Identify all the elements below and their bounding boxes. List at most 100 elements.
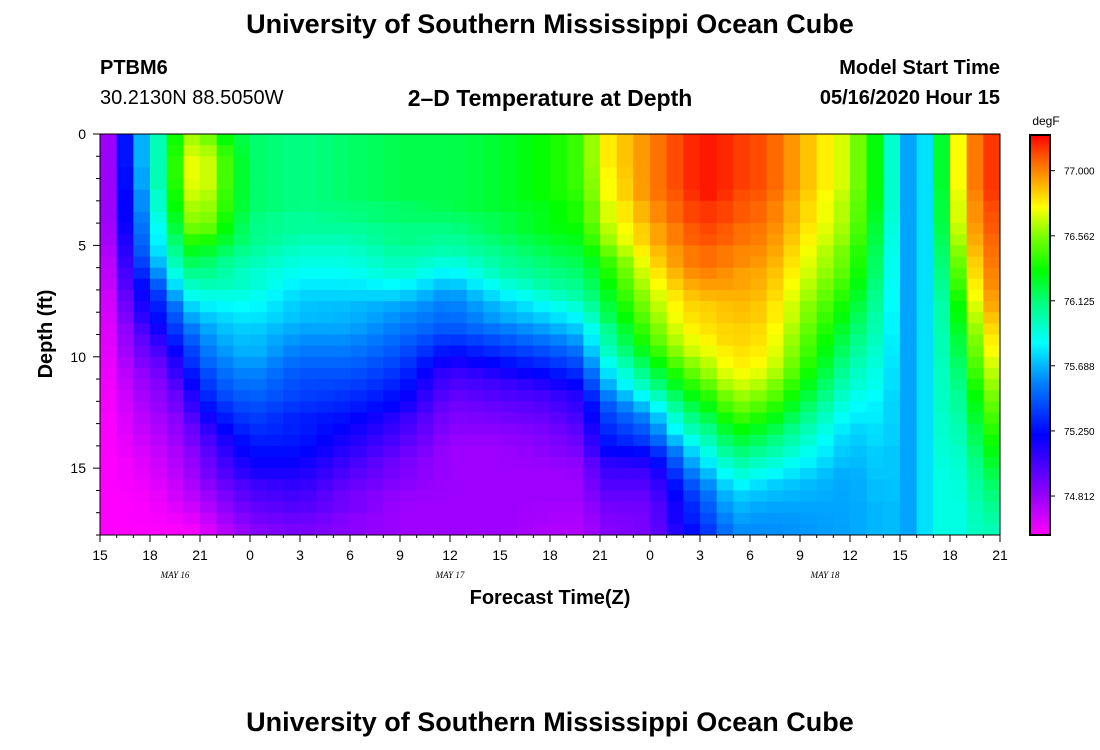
heatmap-cell <box>383 301 401 313</box>
heatmap-cell <box>150 423 168 436</box>
heatmap-cell <box>733 412 751 425</box>
heatmap-cell <box>433 200 451 213</box>
heatmap-cell <box>583 134 601 146</box>
heatmap-cell <box>216 289 234 302</box>
heatmap-cell <box>650 134 668 146</box>
heatmap-cell <box>350 523 368 536</box>
heatmap-cell <box>783 312 801 324</box>
heatmap-cell <box>200 401 218 413</box>
heatmap-cell <box>966 301 984 313</box>
heatmap-cell <box>350 334 368 347</box>
heatmap-cell <box>550 523 568 536</box>
heatmap-cell <box>800 189 818 202</box>
heatmap-cell <box>600 457 618 469</box>
heatmap-cell <box>750 490 768 502</box>
heatmap-cell <box>316 245 334 257</box>
heatmap-cell <box>316 356 334 369</box>
heatmap-cell <box>400 245 418 257</box>
heatmap-cell <box>900 301 918 313</box>
x-tick-label: 18 <box>142 547 158 563</box>
heatmap-cell <box>700 145 718 157</box>
heatmap-cell <box>766 211 784 224</box>
heatmap-cell <box>100 434 118 447</box>
heatmap-cell <box>516 134 534 146</box>
heatmap-cell <box>750 423 768 436</box>
heatmap-cell <box>566 390 584 402</box>
heatmap-cell <box>750 256 768 269</box>
heatmap-cell <box>100 245 118 257</box>
heatmap-cell <box>133 345 151 358</box>
heatmap-cell <box>833 145 851 157</box>
heatmap-cell <box>383 512 401 525</box>
heatmap-cell <box>683 345 701 358</box>
heatmap-cell <box>733 468 751 480</box>
heatmap-cell <box>933 211 951 224</box>
heatmap-cell <box>766 323 784 335</box>
heatmap-cell <box>916 523 934 536</box>
heatmap-cell <box>866 267 884 280</box>
heatmap-cell <box>866 278 884 291</box>
heatmap-cell <box>550 512 568 525</box>
heatmap-cell <box>483 367 501 380</box>
heatmap-cell <box>233 479 251 491</box>
heatmap-cell <box>266 223 284 235</box>
heatmap-cell <box>183 334 201 347</box>
heatmap-cell <box>566 479 584 491</box>
heatmap-cell <box>550 200 568 213</box>
heatmap-cell <box>350 401 368 413</box>
heatmap-cell <box>666 457 684 469</box>
heatmap-cell <box>200 434 218 447</box>
heatmap-cell <box>633 134 651 146</box>
heatmap-cell <box>966 379 984 391</box>
heatmap-cell <box>350 234 368 246</box>
heatmap-cell <box>250 523 268 536</box>
heatmap-cell <box>650 178 668 191</box>
heatmap-cell <box>116 267 134 280</box>
heatmap-cell <box>766 401 784 413</box>
heatmap-cell <box>616 434 634 447</box>
heatmap-cell <box>483 200 501 213</box>
heatmap-cell <box>283 490 301 502</box>
heatmap-cell <box>466 356 484 369</box>
heatmap-cell <box>866 490 884 502</box>
heatmap-cell <box>816 178 834 191</box>
heatmap-cell <box>566 445 584 458</box>
heatmap-cell <box>116 412 134 425</box>
heatmap-cell <box>683 167 701 179</box>
heatmap-cell <box>316 267 334 280</box>
heatmap-cell <box>916 211 934 224</box>
heatmap-cell <box>266 245 284 257</box>
heatmap-cell <box>600 323 618 335</box>
heatmap-cell <box>366 434 384 447</box>
heatmap-cell <box>700 234 718 246</box>
heatmap-cell <box>216 267 234 280</box>
heatmap-cell <box>866 223 884 235</box>
heatmap-cell <box>600 245 618 257</box>
heatmap-cell <box>150 490 168 502</box>
heatmap-cell <box>533 512 551 525</box>
heatmap-cell <box>600 167 618 179</box>
heatmap-cell <box>166 234 184 246</box>
heatmap-cell <box>850 490 868 502</box>
heatmap-cell <box>600 134 618 146</box>
heatmap-cell <box>200 267 218 280</box>
heatmap-cell <box>266 490 284 502</box>
heatmap-cell <box>633 234 651 246</box>
heatmap-cell <box>450 156 468 168</box>
heatmap-cell <box>100 167 118 179</box>
heatmap-cell <box>683 423 701 436</box>
heatmap-cell <box>583 245 601 257</box>
heatmap-cell <box>833 211 851 224</box>
heatmap-cell <box>150 334 168 347</box>
heatmap-cell <box>733 289 751 302</box>
colorbar-tick-label: 75.250 <box>1064 427 1095 438</box>
heatmap-cell <box>633 423 651 436</box>
heatmap-cell <box>116 512 134 525</box>
heatmap-cell <box>766 468 784 480</box>
heatmap-cell <box>416 312 434 324</box>
heatmap-cell <box>383 267 401 280</box>
heatmap-cell <box>750 278 768 291</box>
heatmap-cell <box>833 501 851 514</box>
heatmap-cell <box>266 401 284 413</box>
